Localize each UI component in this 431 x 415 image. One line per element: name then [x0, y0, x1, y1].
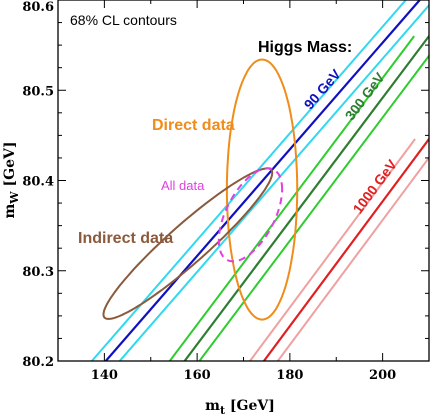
contour-label-direct-data: Direct data	[152, 117, 235, 134]
x-axis-title-main: m	[205, 398, 220, 414]
x-axis-title-unit: [GeV]	[225, 398, 275, 414]
contour-direct-data	[225, 58, 299, 321]
axis-ticks: 140 160 180 200 80.2 80.3 80.4 80.5 80.6	[22, 0, 430, 383]
y-axis-title-unit: [GeV]	[2, 141, 18, 191]
x-tick-label: 200	[369, 368, 396, 383]
x-tick-label: 160	[184, 368, 211, 383]
y-tick-label: 80.4	[22, 175, 54, 190]
band-300-edge-left	[168, 35, 415, 361]
y-tick-label: 80.3	[22, 265, 54, 280]
contour-indirect-data	[102, 167, 274, 320]
y-axis-title-main: m	[2, 204, 18, 219]
band-1000-edge-right	[277, 156, 429, 361]
contours	[102, 58, 299, 321]
y-tick-label: 80.5	[22, 84, 54, 99]
band-300-edge-right	[198, 54, 429, 361]
y-axis-title-sub: W	[8, 191, 21, 205]
contour-all-data	[217, 167, 284, 263]
x-tick-label: 140	[91, 368, 118, 383]
band-90-center	[104, 0, 421, 361]
band-300-center	[183, 35, 429, 361]
contour-label-indirect-data: Indirect data	[78, 230, 173, 247]
band-label-90: 90 GeV	[301, 66, 345, 113]
contour-label-all-data: All data	[161, 178, 205, 193]
subtitle: 68% CL contours	[70, 12, 177, 28]
higgs-bands	[91, 0, 429, 361]
y-tick-label: 80.2	[22, 355, 54, 370]
x-tick-label: 180	[276, 368, 303, 383]
x-axis-title-sub: t	[220, 404, 226, 415]
band-1000-center	[263, 138, 429, 361]
y-axis-title: mW [GeV]	[2, 141, 21, 218]
band-90-edge-left	[91, 0, 407, 361]
band-1000-edge-left	[249, 138, 416, 361]
higgs-mass-title: Higgs Mass:	[258, 39, 352, 56]
y-tick-label: 80.6	[22, 0, 54, 15]
band-label-300: 300 GeV	[342, 69, 388, 123]
band-90-edge-right	[118, 3, 429, 361]
x-axis-title: mt [GeV]	[205, 398, 275, 415]
